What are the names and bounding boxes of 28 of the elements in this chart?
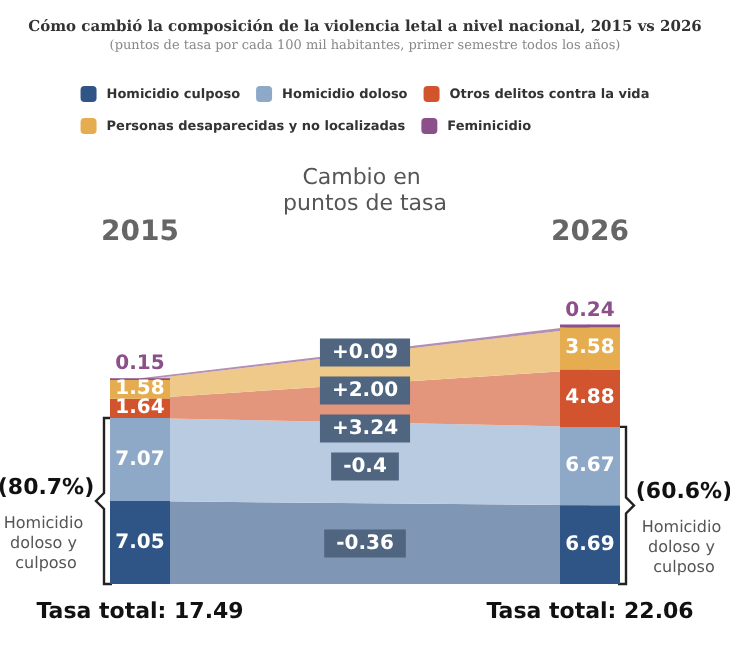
bar <box>560 505 620 584</box>
x-tick-label: 2015 <box>101 216 179 248</box>
data-label: 1.58 <box>115 378 165 401</box>
data-label: 0.24 <box>565 299 615 322</box>
data-label: 0.15 <box>115 353 165 376</box>
annotation: -0.36 <box>336 532 394 555</box>
data-label: 7.05 <box>115 531 165 554</box>
bar <box>560 426 620 506</box>
x-tick-label: 2026 <box>551 216 629 248</box>
text: Tasa total: 22.06 <box>486 598 695 624</box>
data-label: 4.88 <box>565 387 615 410</box>
text: Tasa total: 17.49 <box>36 598 244 624</box>
annotation: (80.7%) <box>0 473 95 500</box>
bar <box>110 501 170 584</box>
annotation: Homicidio doloso y culposo <box>641 518 727 577</box>
data-label: 7.07 <box>115 448 165 471</box>
annotation: Cambio en puntos de tasa <box>283 164 447 216</box>
data-label: 1.64 <box>115 397 165 420</box>
annotation: -0.4 <box>343 455 387 478</box>
annotation: +0.09 <box>331 341 399 364</box>
data-label: 6.67 <box>565 455 615 478</box>
data-label: 3.58 <box>565 337 615 360</box>
data-label: 6.69 <box>565 533 615 556</box>
annotation: +3.24 <box>331 417 399 440</box>
bar <box>110 417 170 502</box>
annotation: Homicidio doloso y culposo <box>3 513 89 572</box>
annotation: (60.6%) <box>635 478 730 505</box>
annotation: +2.00 <box>331 379 399 402</box>
